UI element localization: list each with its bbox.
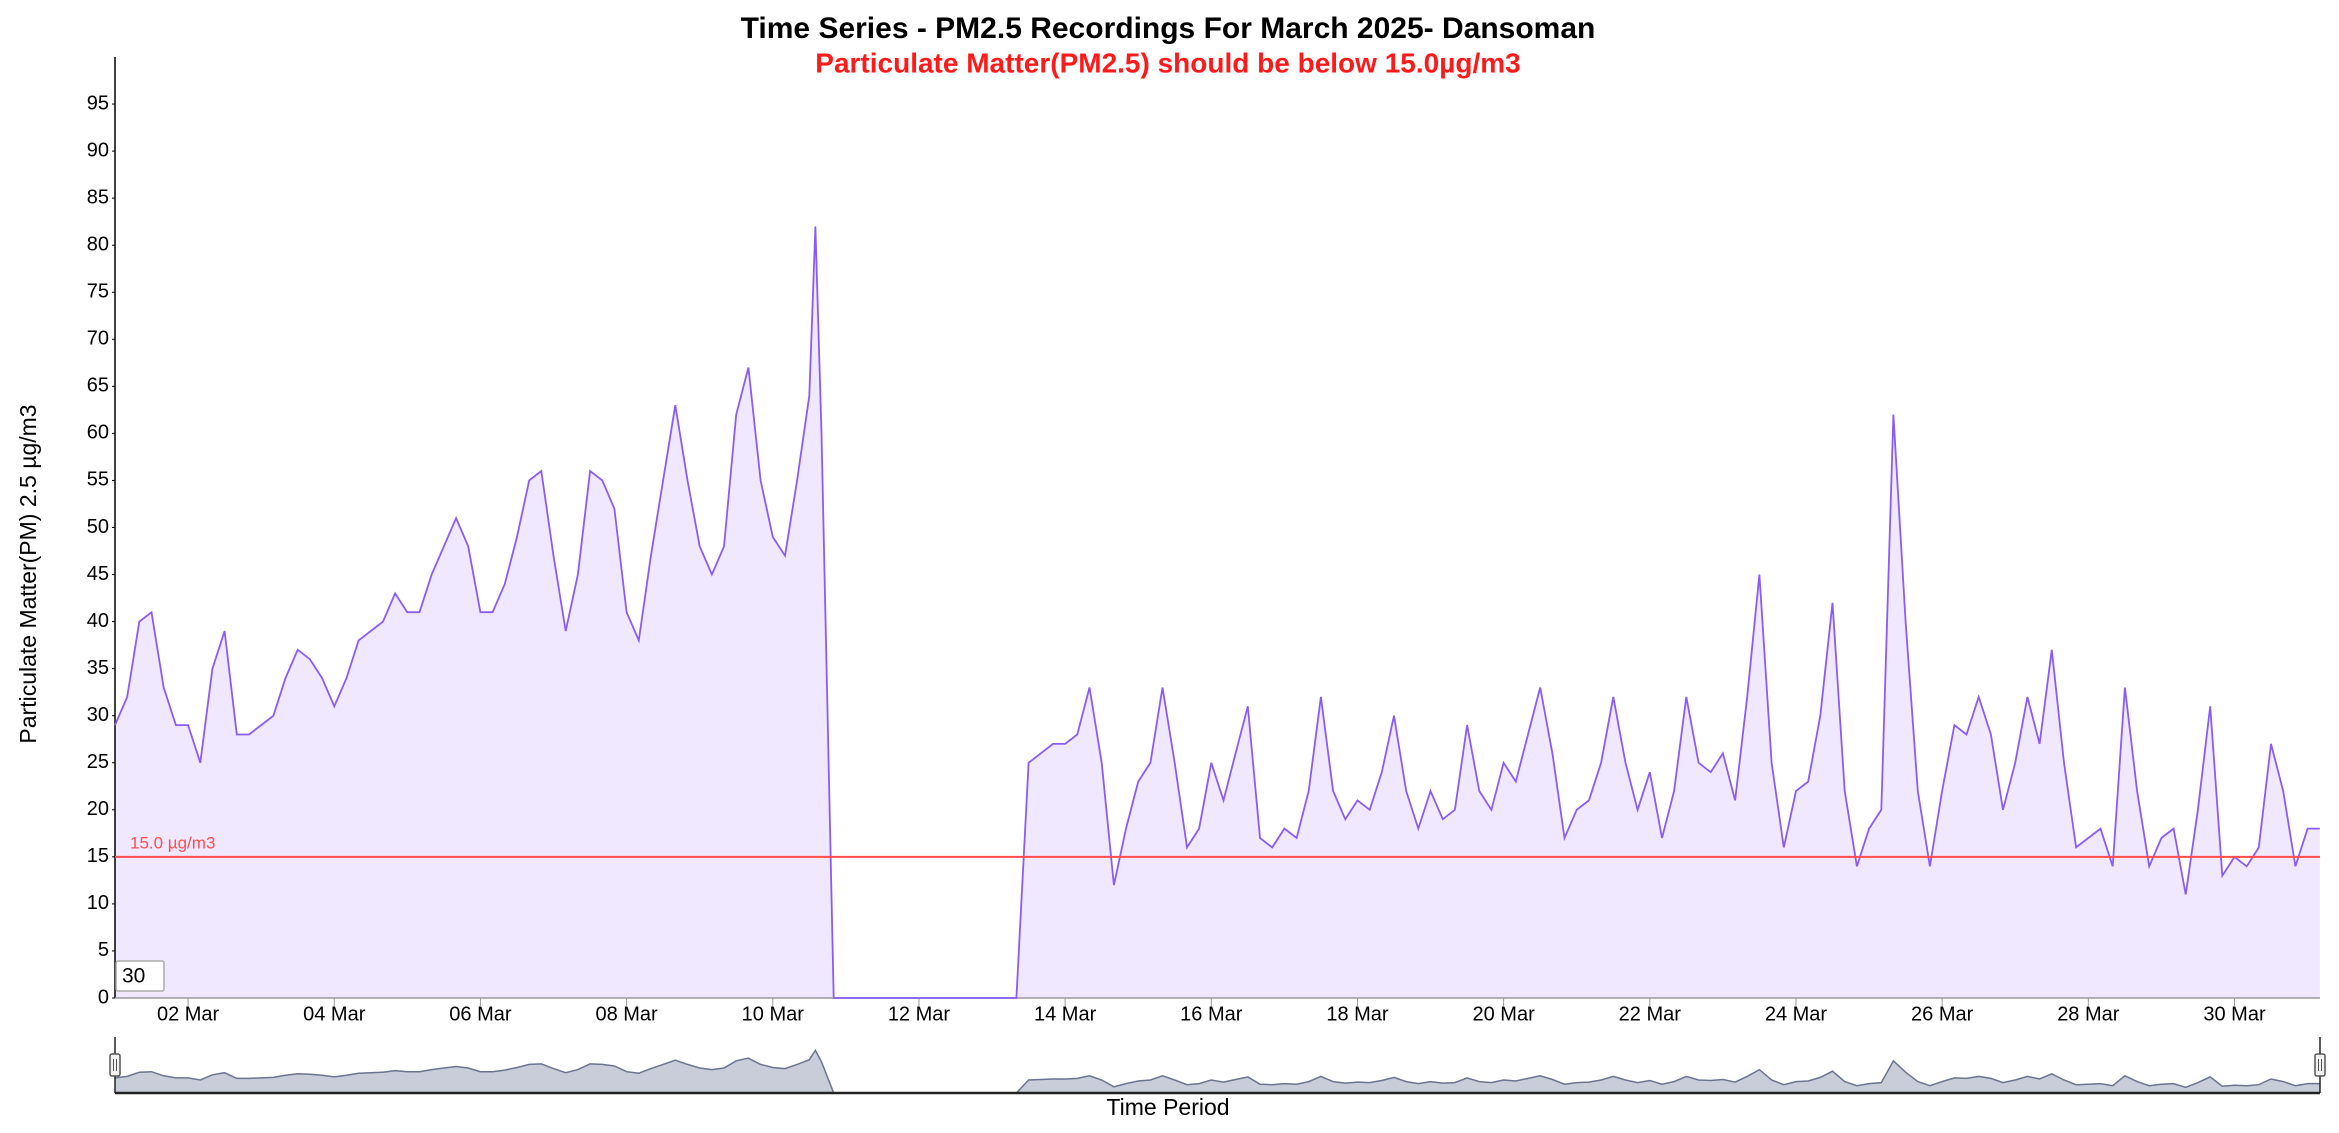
chart-title: Time Series - PM2.5 Recordings For March…: [741, 12, 1596, 45]
y-tick-label: 95: [87, 92, 109, 114]
x-tick-label: 14 Mar: [1034, 1003, 1097, 1025]
y-tick-label: 65: [87, 375, 109, 397]
navigator: [109, 1037, 2326, 1095]
navigator-line: [114, 1048, 2320, 1094]
area: [115, 226, 2320, 998]
x-tick-label: 04 Mar: [303, 1003, 366, 1025]
y-tick-label: 75: [87, 281, 109, 303]
y-tick-label: 45: [87, 563, 109, 585]
line: [114, 226, 2320, 999]
x-tick-label: 06 Mar: [449, 1003, 512, 1025]
x-tick-label: 24 Mar: [1765, 1003, 1828, 1025]
y-tick-label: 5: [98, 939, 109, 961]
y-tick-label: 40: [87, 610, 109, 632]
y-tick-label: 55: [87, 469, 109, 491]
y-tick-label: 70: [87, 328, 109, 350]
y-axis-label: Particulate Matter(PM) 2.5 µg/m3: [15, 404, 41, 743]
x-axis-label: Time Period: [1106, 1094, 1229, 1120]
navigator-handle[interactable]: [109, 1053, 121, 1077]
x-tick-label: 02 Mar: [157, 1003, 220, 1025]
plot-area: 0 5 10 15 20 25 30 35 40 45 50 55 60 65 70 75 80 85 90 95 02…: [87, 57, 2320, 1025]
x-tick-label: 22 Mar: [1619, 1003, 1682, 1025]
x-tick-label: 26 Mar: [1911, 1003, 1974, 1025]
threshold-label: 15.0 µg/m3: [130, 833, 215, 852]
y-tick-label: 90: [87, 139, 109, 161]
x-tick-label: 12 Mar: [888, 1003, 951, 1025]
y-tick-label: 50: [87, 516, 109, 538]
y-tick-label: 25: [87, 751, 109, 773]
y-tick-label: 35: [87, 657, 109, 679]
y-tick-label: 10: [87, 892, 109, 914]
range-input[interactable]: 30: [122, 965, 145, 988]
x-tick-label: 20 Mar: [1473, 1003, 1536, 1025]
chart-subtitle: Particulate Matter(PM2.5) should be belo…: [815, 47, 1520, 78]
x-tick-label: 08 Mar: [595, 1003, 658, 1025]
navigator-area: [115, 1050, 2320, 1093]
y-tick-label: 30: [87, 704, 109, 726]
x-tick-label: 16 Mar: [1180, 1003, 1243, 1025]
y-tick-label: 0: [98, 986, 109, 1008]
y-tick-label: 85: [87, 186, 109, 208]
x-tick-label: 30 Mar: [2203, 1003, 2266, 1025]
y-tick-label: 15: [87, 845, 109, 867]
y-tick-label: 80: [87, 233, 109, 255]
y-tick-label: 60: [87, 422, 109, 444]
navigator-handle[interactable]: [2314, 1053, 2326, 1077]
y-tick-label: 20: [87, 798, 109, 820]
x-tick-label: 28 Mar: [2057, 1003, 2120, 1025]
x-tick-label: 10 Mar: [742, 1003, 805, 1025]
x-tick-label: 18 Mar: [1326, 1003, 1389, 1025]
range-input-box[interactable]: [115, 960, 165, 992]
